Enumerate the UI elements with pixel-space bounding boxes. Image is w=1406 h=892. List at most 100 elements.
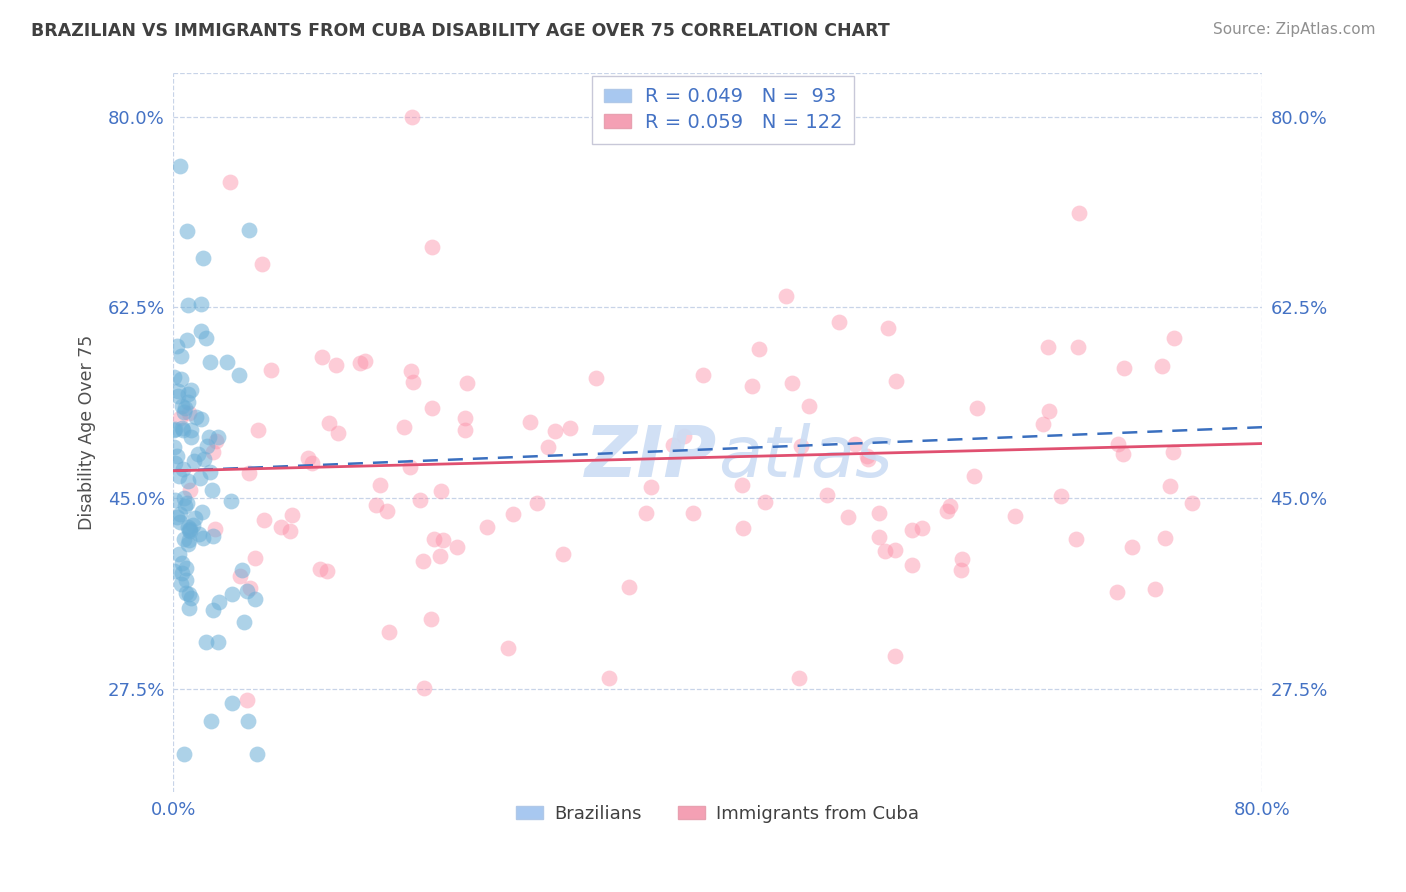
Point	[246, 423, 269, 437]
Point	[167, 389, 190, 403]
Point	[911, 521, 934, 535]
Text: ZIP: ZIP	[585, 424, 717, 492]
Point	[936, 504, 959, 518]
Point	[172, 399, 194, 413]
Point	[169, 507, 191, 521]
Point	[174, 561, 197, 575]
Point	[163, 369, 186, 384]
Point	[856, 449, 879, 463]
Point	[221, 587, 243, 601]
Point	[901, 558, 924, 573]
Point	[401, 110, 423, 124]
Point	[368, 477, 391, 491]
Point	[179, 587, 201, 601]
Point	[939, 499, 962, 513]
Point	[692, 368, 714, 383]
Point	[165, 493, 187, 508]
Point	[183, 454, 205, 468]
Point	[1067, 340, 1090, 354]
Point	[787, 671, 810, 685]
Point	[180, 591, 202, 605]
Point	[163, 422, 186, 436]
Point	[195, 634, 218, 648]
Point	[169, 159, 191, 173]
Point	[315, 564, 337, 578]
Point	[375, 504, 398, 518]
Point	[184, 511, 207, 525]
Point	[221, 697, 243, 711]
Point	[180, 430, 202, 444]
Point	[205, 434, 228, 448]
Point	[409, 493, 432, 508]
Point	[238, 223, 260, 237]
Point	[634, 506, 657, 520]
Point	[1067, 206, 1090, 220]
Point	[201, 603, 224, 617]
Point	[179, 483, 201, 497]
Point	[1049, 489, 1071, 503]
Point	[177, 537, 200, 551]
Point	[201, 483, 224, 498]
Point	[229, 569, 252, 583]
Point	[163, 456, 186, 470]
Point	[301, 456, 323, 470]
Point	[173, 404, 195, 418]
Point	[537, 440, 560, 454]
Point	[246, 747, 269, 761]
Point	[173, 491, 195, 506]
Point	[176, 224, 198, 238]
Point	[883, 649, 905, 664]
Point	[731, 478, 754, 492]
Point	[184, 410, 207, 425]
Point	[187, 447, 209, 461]
Point	[166, 338, 188, 352]
Point	[166, 384, 188, 398]
Point	[318, 416, 340, 430]
Point	[172, 556, 194, 570]
Point	[177, 523, 200, 537]
Point	[177, 520, 200, 534]
Point	[170, 577, 193, 591]
Point	[378, 625, 401, 640]
Point	[1121, 541, 1143, 555]
Point	[682, 506, 704, 520]
Point	[270, 519, 292, 533]
Point	[1159, 479, 1181, 493]
Point	[177, 475, 200, 489]
Point	[195, 439, 218, 453]
Point	[163, 440, 186, 454]
Point	[900, 523, 922, 537]
Point	[1032, 417, 1054, 431]
Point	[191, 252, 214, 266]
Point	[181, 517, 204, 532]
Point	[617, 580, 640, 594]
Point	[311, 350, 333, 364]
Point	[177, 533, 200, 548]
Point	[741, 379, 763, 393]
Point	[200, 714, 222, 729]
Point	[170, 371, 193, 385]
Point	[207, 430, 229, 444]
Point	[962, 468, 984, 483]
Point	[177, 298, 200, 312]
Point	[163, 564, 186, 578]
Point	[201, 529, 224, 543]
Point	[354, 354, 377, 368]
Point	[475, 520, 498, 534]
Point	[640, 480, 662, 494]
Point	[754, 494, 776, 508]
Y-axis label: Disability Age Over 75: Disability Age Over 75	[79, 335, 96, 530]
Point	[420, 240, 443, 254]
Point	[837, 510, 859, 524]
Point	[526, 496, 548, 510]
Point	[884, 374, 907, 388]
Point	[446, 540, 468, 554]
Point	[402, 375, 425, 389]
Point	[1150, 359, 1173, 374]
Point	[399, 363, 422, 377]
Point	[176, 386, 198, 401]
Point	[231, 563, 253, 577]
Point	[325, 358, 347, 372]
Point	[195, 331, 218, 345]
Point	[235, 583, 257, 598]
